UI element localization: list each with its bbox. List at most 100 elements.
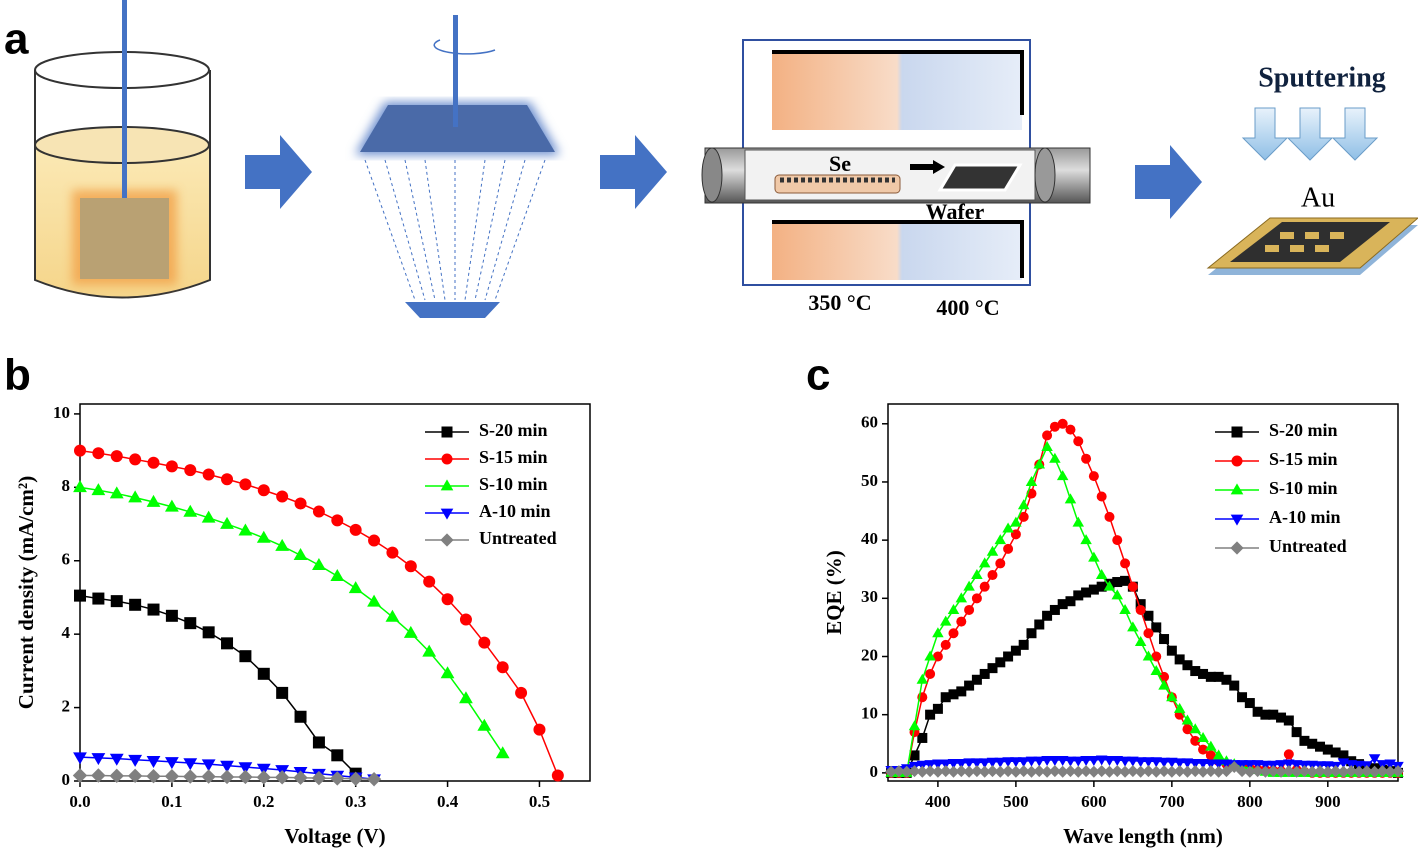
marker: [349, 523, 362, 536]
marker: [422, 644, 437, 657]
marker: [1189, 723, 1201, 734]
marker: [1111, 756, 1124, 767]
marker: [932, 651, 943, 662]
marker: [109, 486, 124, 499]
marker: [348, 581, 363, 594]
marker: [987, 570, 998, 581]
marker: [1056, 765, 1069, 778]
marker: [1002, 757, 1014, 768]
marker: [1017, 499, 1030, 510]
marker: [1010, 757, 1022, 768]
marker: [1275, 760, 1287, 771]
marker: [1244, 760, 1256, 771]
marker: [1134, 757, 1147, 768]
marker: [994, 765, 1007, 778]
panel-label: b: [4, 351, 31, 400]
marker: [1243, 765, 1256, 778]
marker: [440, 666, 455, 679]
marker: [256, 530, 271, 543]
diagram-label: Se: [829, 151, 851, 176]
marker: [1212, 765, 1225, 778]
marker: [1002, 765, 1015, 778]
y-tick-label: 50: [861, 471, 878, 490]
marker: [1252, 706, 1263, 717]
marker: [1135, 599, 1146, 610]
marker: [1025, 765, 1038, 778]
marker: [1018, 639, 1029, 650]
marker: [1368, 754, 1381, 765]
y-tick-label: 0: [870, 762, 879, 781]
marker: [403, 625, 418, 638]
marker: [1142, 650, 1155, 661]
x-tick-label: 0.2: [253, 792, 274, 811]
marker: [238, 523, 253, 536]
marker: [127, 768, 143, 784]
marker: [1003, 543, 1014, 554]
marker: [1283, 749, 1294, 760]
sputter-device: [1206, 107, 1418, 275]
y-tick-label: 20: [861, 645, 878, 664]
legend-marker: [440, 479, 454, 491]
marker: [1081, 453, 1092, 464]
marker: [1329, 765, 1342, 778]
y-tick-label: 10: [861, 704, 878, 723]
marker: [239, 650, 252, 663]
marker: [183, 504, 198, 517]
marker: [1056, 756, 1069, 767]
legend-marker: [441, 426, 453, 438]
marker: [293, 770, 308, 785]
marker: [916, 765, 929, 778]
marker: [515, 686, 528, 699]
marker: [948, 689, 959, 700]
marker: [994, 534, 1007, 545]
marker: [1049, 421, 1060, 432]
marker: [1197, 765, 1210, 778]
marker: [331, 749, 344, 762]
marker: [1088, 471, 1099, 482]
marker: [311, 770, 327, 786]
y-tick-label: 60: [861, 413, 878, 432]
legend-label: A-10 min: [1269, 507, 1341, 527]
marker: [293, 548, 308, 561]
legend-marker: [1230, 541, 1244, 555]
marker: [1033, 756, 1046, 767]
marker: [1189, 758, 1201, 769]
marker: [885, 765, 898, 778]
marker: [1112, 535, 1123, 546]
marker: [1282, 765, 1295, 778]
marker: [971, 674, 982, 685]
marker: [979, 581, 990, 592]
marker: [1072, 516, 1085, 527]
marker: [1251, 765, 1264, 778]
marker: [1290, 765, 1303, 778]
marker: [1220, 759, 1233, 770]
marker: [331, 514, 344, 527]
panel-label: c: [806, 351, 830, 400]
marker: [1127, 581, 1138, 592]
diagram-label: Au: [1301, 182, 1335, 213]
marker: [1112, 577, 1123, 588]
marker: [1025, 475, 1038, 486]
marker: [91, 483, 106, 496]
marker: [1291, 727, 1302, 738]
marker: [1073, 436, 1084, 447]
marker: [939, 615, 952, 626]
marker: [368, 534, 381, 547]
marker: [908, 765, 921, 778]
marker: [924, 765, 937, 778]
marker: [1166, 645, 1177, 656]
marker: [110, 450, 123, 463]
marker: [909, 750, 920, 761]
marker: [164, 769, 180, 784]
furnace: [701, 39, 1091, 286]
marker: [110, 595, 123, 608]
marker: [963, 758, 975, 769]
marker: [1049, 604, 1060, 615]
marker: [1259, 765, 1272, 778]
marker: [1080, 765, 1093, 778]
legend-label: Untreated: [479, 528, 557, 548]
marker: [1197, 758, 1209, 769]
marker: [1134, 765, 1147, 778]
marker: [1198, 744, 1209, 755]
